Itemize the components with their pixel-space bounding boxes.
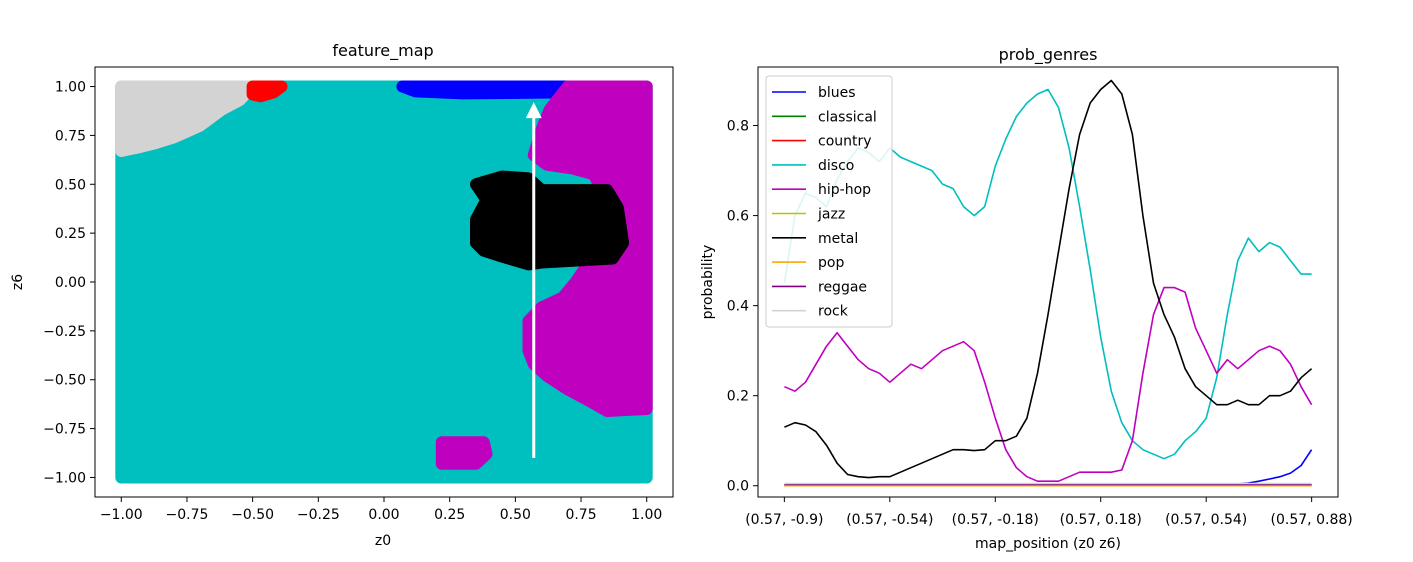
prob-genres-legend: blues classical country disco hip-hop jazz met…: [765, 75, 893, 328]
series-line-hip-hop: [784, 286, 1313, 482]
x-tick-label: (0.57, 0.18): [1060, 512, 1142, 528]
prob-genres-axes-frame: [757, 66, 1339, 498]
y-tick-label: 0.4: [727, 299, 749, 315]
y-tick-label: −0.50: [43, 373, 86, 389]
legend-label-disco: disco: [818, 158, 854, 174]
feature-map-x-label: z0: [375, 533, 391, 549]
y-tick-label: 0.6: [727, 209, 749, 225]
y-tick-label: 0.8: [727, 119, 749, 135]
legend-label-rock: rock: [818, 304, 849, 320]
prob-genres-y-ticks: 0.0 0.2 0.4 0.6 0.8: [727, 119, 758, 495]
prob-genres-x-ticks: (0.57, -0.9) (0.57, -0.54) (0.57, -0.18) (0…: [745, 497, 1353, 528]
x-tick-label: (0.57, -0.9): [745, 512, 823, 528]
prob-genres-x-label: map_position (z0 z6): [975, 536, 1121, 552]
legend-label-blues: blues: [818, 85, 856, 101]
region-rock-1: [115, 80, 259, 157]
x-tick-label: (0.57, 0.54): [1165, 512, 1247, 528]
prob-genres-panel: prob_genres (0.57, -0.9) (0.57, -0.54) (0.…: [700, 45, 1353, 552]
feature-map-regions: [115, 80, 653, 484]
x-tick-label: −0.75: [166, 507, 209, 523]
region-metal-5: [470, 170, 630, 271]
x-tick-label: 0.50: [500, 507, 531, 523]
legend-label-reggae: reggae: [818, 279, 867, 295]
prob-genres-y-label: probability: [700, 245, 716, 320]
y-tick-label: −1.00: [43, 470, 86, 486]
prob-genres-title: prob_genres: [999, 45, 1098, 65]
feature-map-x-ticks: −1.00 −0.75 −0.50 −0.25 0.00 0.25 0.50 0.75 1.00: [100, 497, 662, 523]
arrow-head: [525, 102, 542, 119]
x-tick-label: 1.00: [631, 507, 662, 523]
legend-label-metal: metal: [818, 231, 858, 247]
legend-label-hip-hop: hip-hop: [818, 182, 871, 198]
x-tick-label: −0.25: [297, 507, 340, 523]
x-tick-label: 0.75: [565, 507, 596, 523]
region-country-2: [246, 80, 288, 103]
legend-label-country: country: [818, 134, 872, 150]
feature-map-panel: feature_map −1.00 −0.75 −0.50 −0.25 0.00 0.25…: [10, 41, 674, 549]
prob-genres-lines: [783, 79, 1313, 487]
x-tick-label: (0.57, -0.18): [952, 512, 1039, 528]
y-tick-label: −0.75: [43, 422, 86, 438]
legend-frame: [765, 75, 893, 328]
feature-map-arrow: [525, 102, 542, 458]
x-tick-label: −0.50: [231, 507, 274, 523]
y-tick-label: 0.75: [55, 128, 86, 144]
feature-map-y-ticks: 1.00 0.75 0.50 0.25 0.00 −0.25 −0.50 −0.75 −1.00: [43, 80, 95, 486]
y-tick-label: 0.0: [727, 479, 749, 495]
x-tick-label: 0.25: [434, 507, 465, 523]
y-tick-label: 0.00: [55, 275, 86, 291]
x-tick-label: 0.00: [368, 507, 399, 523]
y-tick-label: 0.25: [55, 226, 86, 242]
feature-map-title: feature_map: [332, 41, 433, 61]
x-tick-label: (0.57, -0.54): [846, 512, 933, 528]
legend-label-jazz: jazz: [817, 207, 845, 223]
y-tick-label: −0.25: [43, 324, 86, 340]
y-tick-label: 1.00: [55, 80, 86, 96]
series-line-metal: [784, 79, 1313, 479]
legend-label-classical: classical: [818, 109, 877, 125]
feature-map-y-label: z6: [10, 274, 26, 290]
x-tick-label: (0.57, 0.88): [1271, 512, 1353, 528]
region-hip-hop-6: [435, 436, 493, 470]
series-line-blues: [784, 449, 1313, 487]
y-tick-label: 0.50: [55, 177, 86, 193]
x-tick-label: −1.00: [100, 507, 143, 523]
region-blues-3: [396, 80, 580, 100]
y-tick-label: 0.2: [727, 389, 749, 405]
legend-label-pop: pop: [818, 255, 844, 271]
